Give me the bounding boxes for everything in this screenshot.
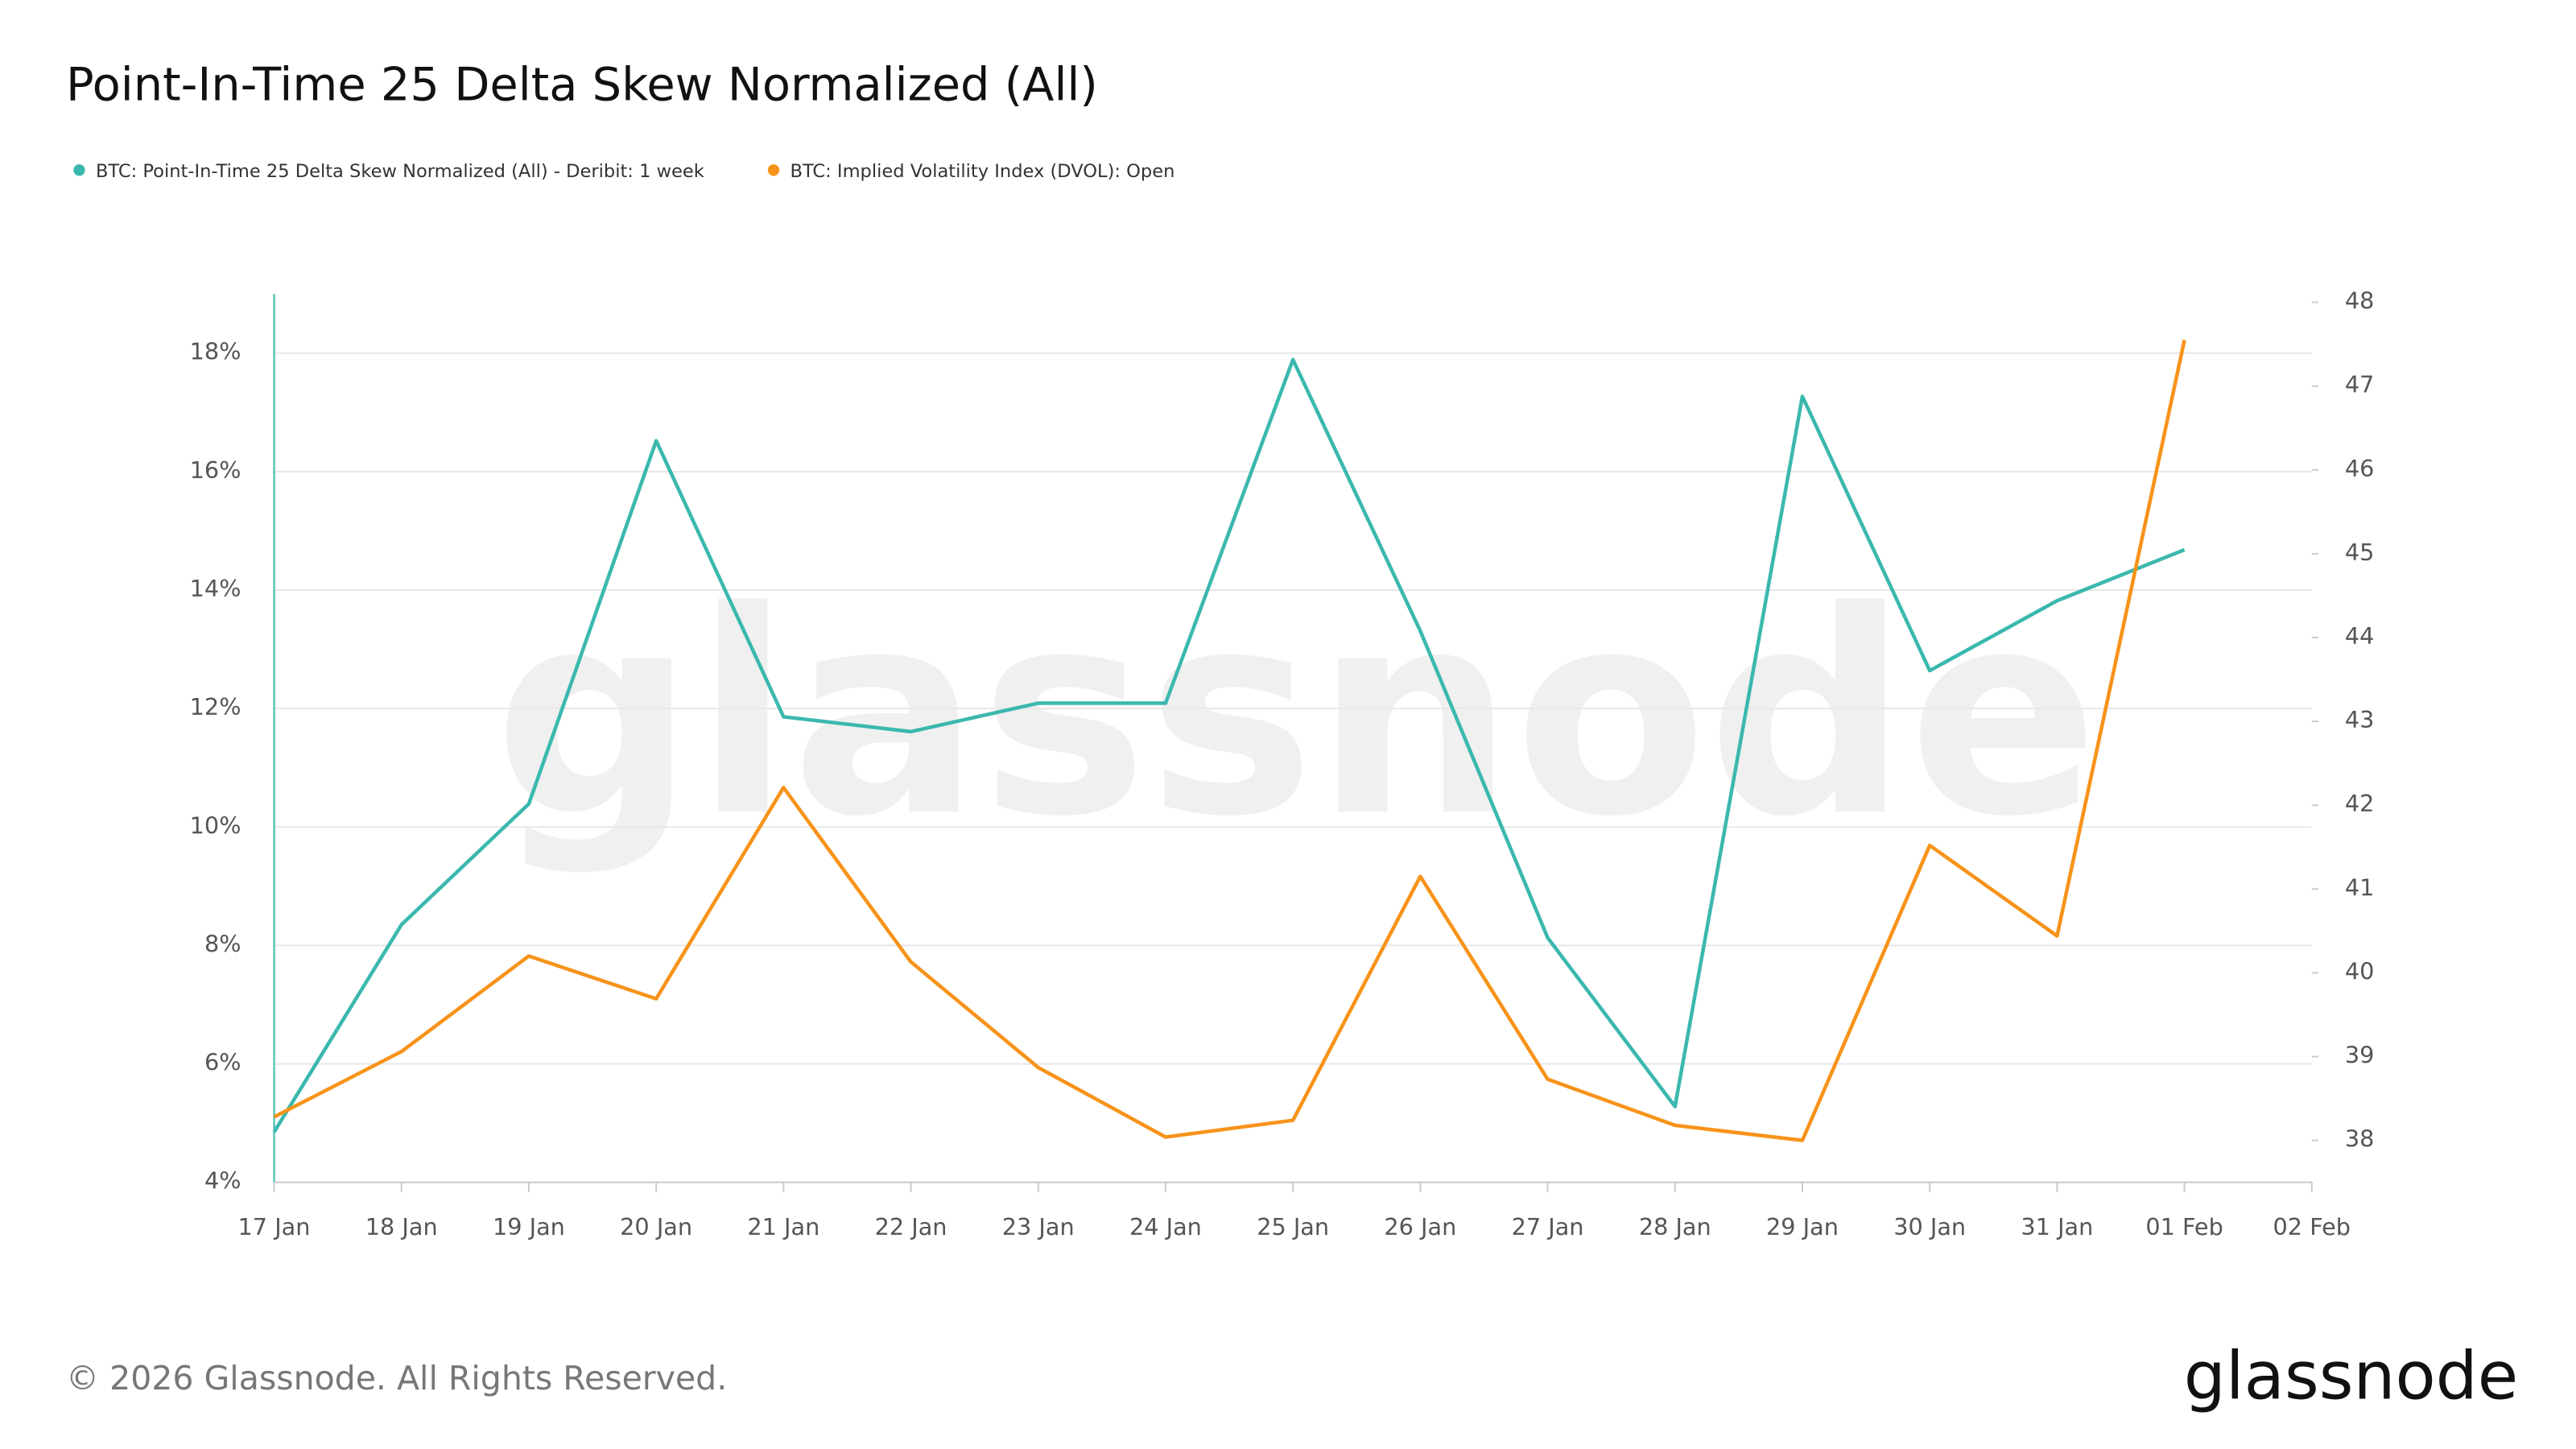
x-tick-label: 19 Jan xyxy=(493,1213,565,1241)
y2-tick-label: 43 xyxy=(2345,706,2375,733)
y2-tick-label: 47 xyxy=(2345,371,2375,398)
y-tick-label: 10% xyxy=(190,811,242,839)
x-tick-label: 21 Jan xyxy=(747,1213,819,1241)
series-line xyxy=(273,339,2186,1142)
series-line xyxy=(272,357,2186,1133)
y2-tick-label: 41 xyxy=(2345,873,2375,901)
x-tick-label: 18 Jan xyxy=(365,1213,438,1241)
x-tick-label: 29 Jan xyxy=(1766,1213,1839,1241)
y-tick-label: 8% xyxy=(204,930,242,957)
watermark: glassnode xyxy=(493,551,2099,878)
y-tick-label: 14% xyxy=(190,575,242,602)
x-tick-label: 22 Jan xyxy=(875,1213,947,1241)
y-tick-label: 16% xyxy=(190,456,242,484)
x-tick-label: 20 Jan xyxy=(620,1213,692,1241)
x-tick-label: 23 Jan xyxy=(1002,1213,1075,1241)
x-tick-label: 17 Jan xyxy=(238,1213,311,1241)
y2-tick-label: 48 xyxy=(2345,287,2375,315)
chart-title: Point-In-Time 25 Delta Skew Normalized (… xyxy=(66,57,1098,111)
y2-tick-label: 38 xyxy=(2345,1125,2375,1153)
y-tick-label: 18% xyxy=(190,338,242,365)
y-tick-label: 12% xyxy=(190,693,242,720)
legend-marker xyxy=(73,164,85,176)
footer: © 2026 Glassnode. All Rights Reserved. xyxy=(66,1359,727,1397)
x-tick-label: 30 Jan xyxy=(1893,1213,1966,1241)
x-tick-label: 28 Jan xyxy=(1639,1213,1711,1241)
y2-tick-label: 44 xyxy=(2345,622,2375,650)
y2-tick-label: 40 xyxy=(2345,957,2375,985)
y-tick-label: 6% xyxy=(204,1049,242,1076)
y-tick-label: 4% xyxy=(204,1167,242,1195)
x-tick-label: 01 Feb xyxy=(2145,1213,2223,1241)
x-tick-label: 31 Jan xyxy=(2021,1213,2093,1241)
y2-tick-label: 42 xyxy=(2345,790,2375,817)
x-tick-label: 26 Jan xyxy=(1384,1213,1456,1241)
x-tick-label: 25 Jan xyxy=(1257,1213,1329,1241)
x-tick-label: 02 Feb xyxy=(2273,1213,2351,1241)
x-tick-label: 27 Jan xyxy=(1512,1213,1584,1241)
y2-tick-label: 46 xyxy=(2345,455,2375,482)
legend-marker xyxy=(767,164,780,176)
x-tick-label: 24 Jan xyxy=(1129,1213,1202,1241)
y2-tick-label: 39 xyxy=(2345,1042,2375,1069)
brand-logo: glassnode xyxy=(2184,1338,2518,1414)
legend-label: BTC: Point-In-Time 25 Delta Skew Normali… xyxy=(96,161,704,182)
legend-label: BTC: Implied Volatility Index (DVOL): Op… xyxy=(791,161,1175,182)
y2-tick-label: 45 xyxy=(2345,539,2375,566)
